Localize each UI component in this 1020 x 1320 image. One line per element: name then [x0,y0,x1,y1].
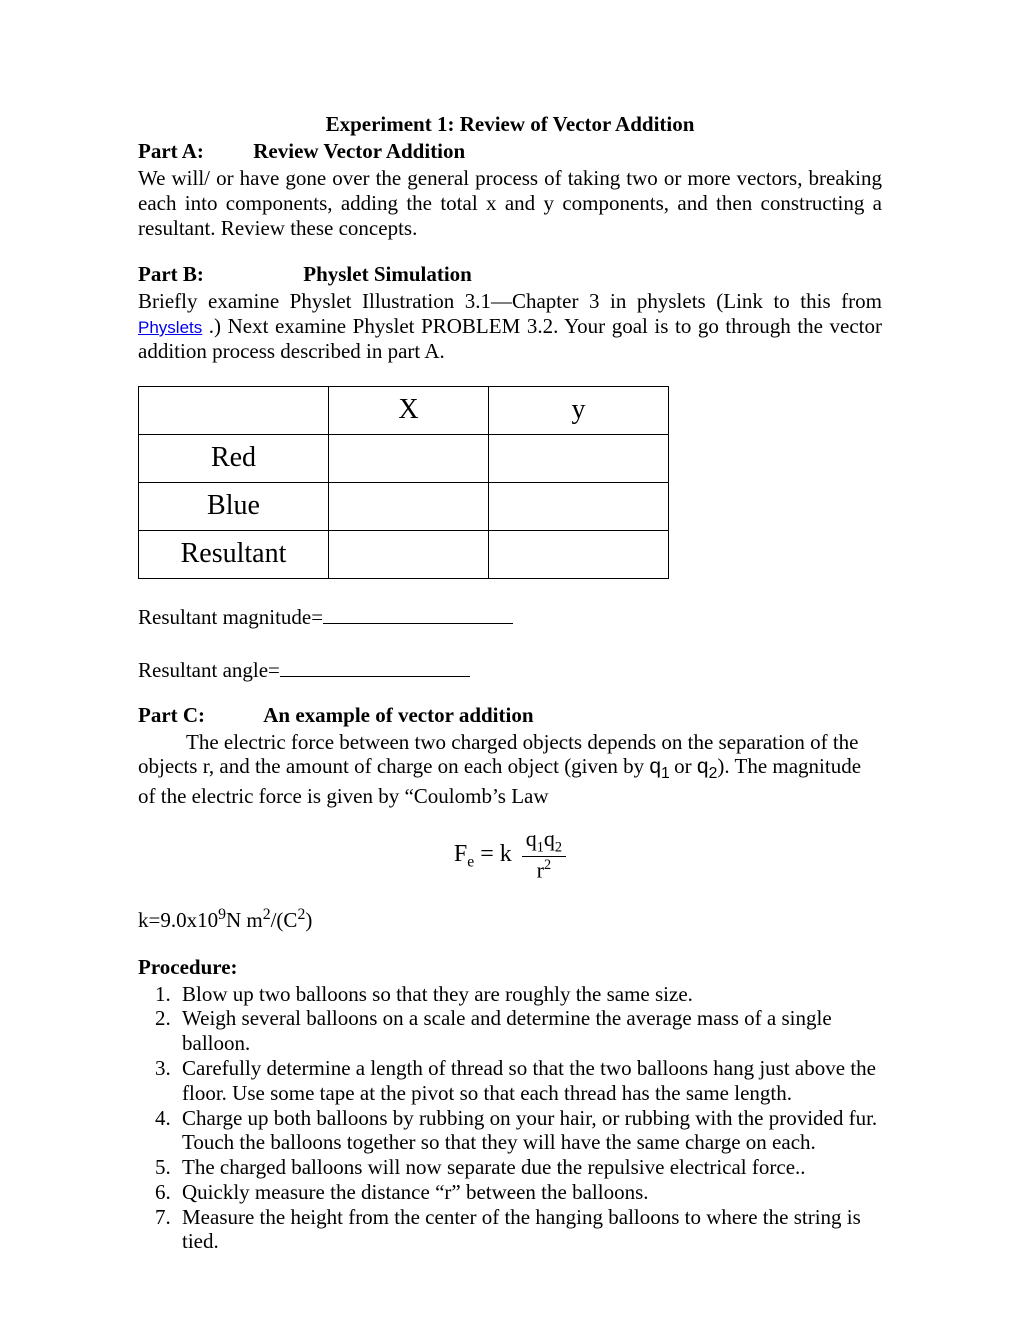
document-page: Experiment 1: Review of Vector Addition … [0,0,1020,1320]
formula-numerator: q1q2 [522,827,566,857]
part-a-title: Review Vector Addition [253,139,465,163]
part-c-heading: Part C: An example of vector addition [138,703,882,728]
procedure-list: Blow up two balloons so that they are ro… [138,982,882,1254]
cell [489,434,669,482]
list-item: Charge up both balloons by rubbing on yo… [176,1106,882,1156]
coulomb-formula: Fe = k q1q2 r2 [138,827,882,884]
formula-lhs: F [454,841,467,867]
table-row: Red [139,434,669,482]
k-constant-line: k=9.0x109N m2/(C2) [138,906,882,933]
list-item: Blow up two balloons so that they are ro… [176,982,882,1007]
blank-underline [323,605,513,624]
list-item: Measure the height from the center of th… [176,1205,882,1255]
part-b-label: Part B: [138,262,298,287]
part-c-title: An example of vector addition [263,703,533,727]
row-label: Blue [139,482,329,530]
row-label: Resultant [139,530,329,578]
part-b-body: Briefly examine Physlet Illustration 3.1… [138,289,882,363]
list-item: The charged balloons will now separate d… [176,1155,882,1180]
header-x: X [329,386,489,434]
part-b-title: Physlet Simulation [303,262,472,286]
header-y: y [489,386,669,434]
part-c-body: The electric force between two charged o… [138,730,882,809]
q2-base: q [697,755,709,778]
part-a-heading: Part A: Review Vector Addition [138,139,882,164]
row-label: Red [139,434,329,482]
formula-denominator: r2 [522,857,566,884]
q1-base: q [649,755,661,778]
part-b-pre: Briefly examine Physlet Illustration 3.1… [138,289,882,313]
part-a-label: Part A: [138,139,248,164]
resultant-angle-label: Resultant angle= [138,658,280,682]
table-row: Resultant [139,530,669,578]
cell [489,530,669,578]
cell [329,530,489,578]
cell [329,482,489,530]
resultant-angle-line: Resultant angle= [138,658,882,683]
q1-sub: 1 [661,766,674,783]
table-header-row: X y [139,386,669,434]
vector-table: X y Red Blue Resultant [138,386,669,579]
list-item: Carefully determine a length of thread s… [176,1056,882,1106]
table-row: Blue [139,482,669,530]
part-a-body: We will/ or have gone over the general p… [138,166,882,240]
resultant-magnitude-line: Resultant magnitude= [138,605,882,630]
resultant-magnitude-label: Resultant magnitude= [138,605,323,629]
part-b-post: .) Next examine Physlet PROBLEM 3.2. You… [138,314,882,363]
procedure-heading: Procedure: [138,955,882,980]
formula-eq: = k [474,841,512,867]
header-blank [139,386,329,434]
blank-underline [280,658,470,677]
list-item: Weigh several balloons on a scale and de… [176,1006,882,1056]
or-text: or [674,754,697,778]
cell [329,434,489,482]
page-title: Experiment 1: Review of Vector Addition [138,112,882,137]
formula-fraction: q1q2 r2 [522,827,566,884]
part-b-heading: Part B: Physlet Simulation [138,262,882,287]
cell [489,482,669,530]
physlets-link[interactable]: Physlets [138,318,202,337]
part-c-label: Part C: [138,703,258,728]
list-item: Quickly measure the distance “r” between… [176,1180,882,1205]
